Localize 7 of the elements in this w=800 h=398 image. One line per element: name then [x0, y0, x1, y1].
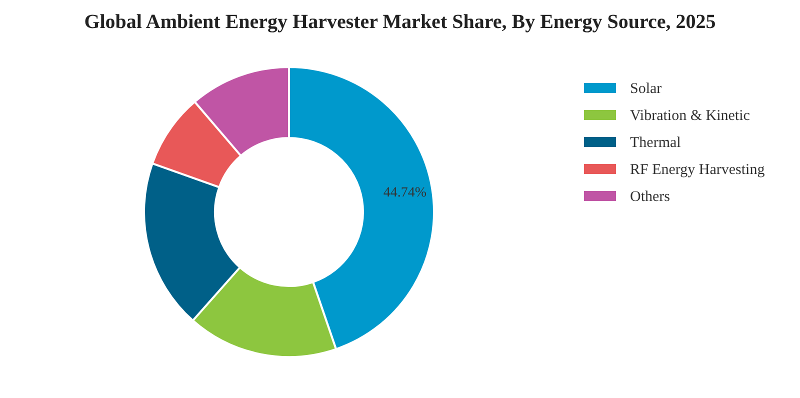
legend-label: Thermal — [630, 135, 681, 151]
chart-title: Global Ambient Energy Harvester Market Share, By Energy Source, 2025 — [84, 11, 716, 33]
legend-label: Solar — [630, 81, 662, 97]
legend-label: Vibration & Kinetic — [630, 108, 750, 124]
legend-label: RF Energy Harvesting — [630, 162, 766, 178]
legend-label: Others — [630, 189, 670, 205]
data-label: 44.74% — [383, 186, 427, 201]
